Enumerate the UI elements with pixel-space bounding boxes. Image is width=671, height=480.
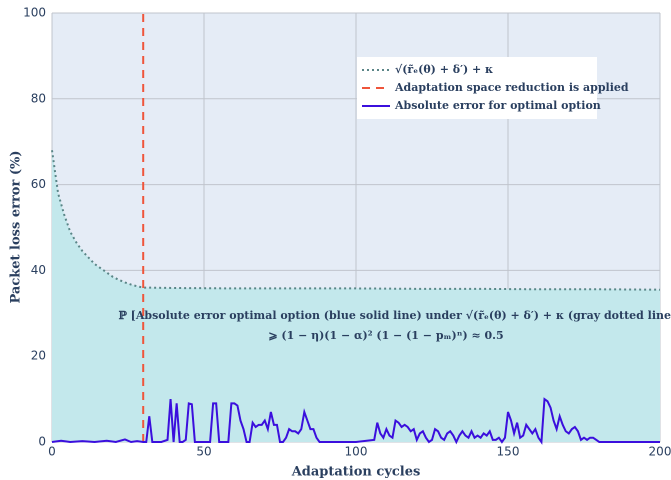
legend-label: √(r̃ₑ(θ) + δ′) + κ xyxy=(395,63,493,76)
legend-label: Absolute error for optimal option xyxy=(394,99,601,112)
x-tick-label: 200 xyxy=(649,445,671,459)
x-axis-title: Adaptation cycles xyxy=(291,465,421,480)
y-tick-label: 40 xyxy=(31,263,46,277)
y-tick-label: 20 xyxy=(31,349,46,363)
y-tick-label: 60 xyxy=(31,177,46,191)
y-tick-label: 0 xyxy=(38,435,46,449)
x-tick-label: 150 xyxy=(497,445,520,459)
series-line xyxy=(51,397,660,445)
series-line xyxy=(51,150,661,291)
y-tick-label: 100 xyxy=(23,6,46,20)
y-axis-title: Packet loss error (%) xyxy=(9,150,24,303)
x-tick-label: 50 xyxy=(196,445,211,459)
y-tick-label: 80 xyxy=(31,91,46,105)
x-tick-label: 100 xyxy=(345,445,368,459)
x-tick-label: 0 xyxy=(48,445,56,459)
legend-label: Adaptation space reduction is applied xyxy=(394,81,629,94)
legend-box xyxy=(357,57,597,119)
annotation: ⩾ (1 − η)(1 − α)² (1 − (1 − pₘ)ⁿ) ≈ 0.5 xyxy=(268,329,503,342)
annotation: ℙ [Absolute error optimal option (blue s… xyxy=(119,309,671,322)
area-fill xyxy=(52,150,660,442)
